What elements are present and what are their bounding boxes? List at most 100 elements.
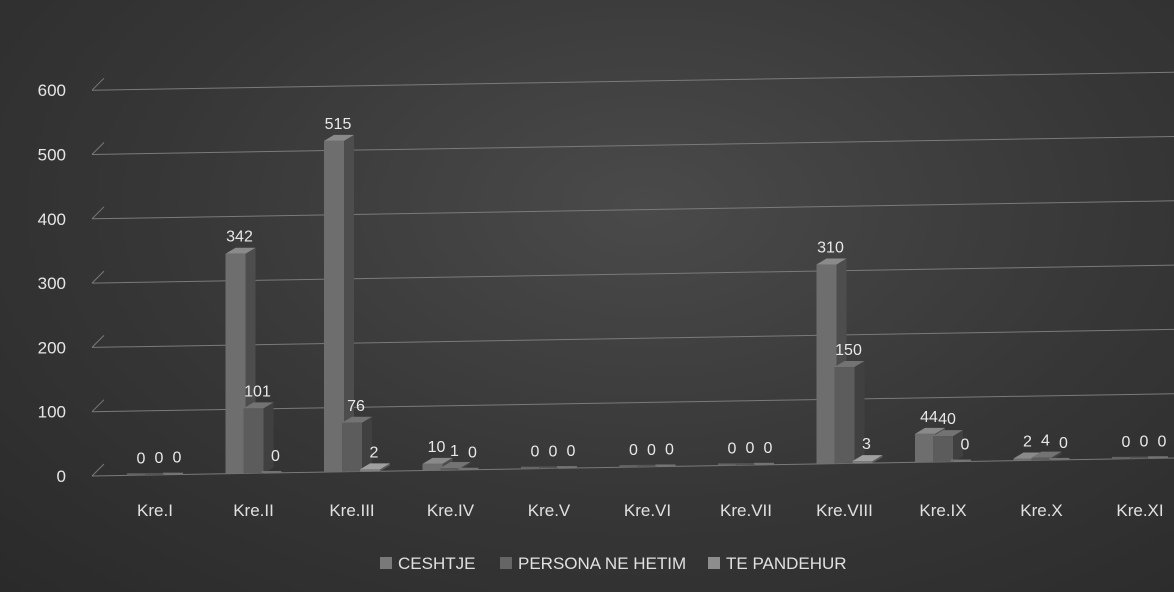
data-label: 0 [746,440,755,457]
data-label: 76 [347,398,365,415]
data-label: 310 [817,239,844,256]
y-tick-label: 0 [57,467,66,486]
bar [324,134,354,472]
data-label: 515 [325,116,352,133]
y-tick-label: 300 [38,274,66,293]
bar [458,467,479,470]
x-tick-label: Kre.X [1020,501,1063,520]
wall-edge [91,463,105,477]
data-label: 0 [155,450,164,467]
bar [718,463,738,466]
x-tick-label: Kre.VIII [816,501,873,520]
data-label: 0 [665,441,674,458]
x-axis: Kre.I Kre.II Kre.III Kre.IV Kre.V Kre.VI Kre.V… [137,501,1164,520]
y-tick-label: 200 [38,338,66,357]
bar [557,466,577,469]
bar [1112,456,1132,459]
bar [145,472,165,475]
legend: CESHTJE PERSONA NE HETIM TE PANDEHUR [380,554,847,573]
data-label: 0 [1140,434,1149,451]
bar [539,466,559,469]
data-label: 40 [938,411,956,428]
legend-swatch [380,557,392,569]
wall-edge [91,335,105,348]
x-tick-label: Kre.II [233,501,274,520]
data-label: 4 [1041,433,1050,450]
bar [754,462,774,465]
legend-item: PERSONA NE HETIM [500,554,686,573]
data-label: 342 [226,229,253,246]
data-label: 101 [244,383,271,400]
data-label: 0 [1158,433,1167,450]
data-label: 0 [531,444,540,461]
data-label: 1 [450,443,459,460]
data-label: 150 [835,342,862,359]
gridline [91,71,1174,91]
data-label: 0 [629,442,638,459]
gridline [91,328,1174,348]
x-tick-label: Kre.VII [720,501,772,520]
wall-edge [91,206,105,220]
bar [619,465,640,468]
wall-edge [91,142,105,155]
wall-edge [91,270,105,284]
bar [655,464,676,467]
bar [1049,457,1070,460]
x-tick-label: Kre.III [329,501,374,520]
data-label: 0 [468,445,477,462]
y-tick-label: 400 [38,210,66,229]
bar [521,466,541,469]
data-label: 2 [1023,434,1032,451]
y-tick-label: 500 [38,146,66,165]
legend-swatch [500,557,512,569]
gridline [91,264,1174,284]
bar [736,463,756,466]
data-label: 44 [920,409,938,426]
bar [163,472,183,475]
data-label: 3 [862,436,871,453]
legend-item: CESHTJE [380,554,475,573]
data-label: 0 [961,437,970,454]
y-tick-label: 600 [38,81,66,100]
bar [243,402,274,474]
x-tick-label: Kre.I [137,501,173,520]
bar [637,464,658,467]
x-tick-label: Kre.IX [919,501,966,520]
data-label: 2 [370,444,379,461]
bar [951,459,971,462]
legend-label: PERSONA NE HETIM [518,554,686,573]
bar [360,463,390,472]
y-tick-label: 100 [38,403,66,422]
bar [1130,456,1150,459]
data-label: 0 [728,440,737,457]
bars [127,134,1168,476]
data-label: 0 [764,440,773,457]
data-label: 0 [1122,434,1131,451]
data-label: 10 [428,439,446,456]
bar [834,361,865,464]
wall-edge [91,399,105,413]
y-axis: 0 100 200 300 400 500 600 [38,81,66,486]
bar [852,455,883,464]
gridline [91,136,1174,155]
bar [1148,456,1168,459]
x-tick-label: Kre.XI [1116,501,1163,520]
x-tick-label: Kre.V [528,501,571,520]
x-tick-label: Kre.VI [624,501,671,520]
legend-label: TE PANDEHUR [726,554,847,573]
wall-edge [91,77,105,91]
data-label: 0 [173,450,182,467]
bar [127,473,147,476]
legend-swatch [708,557,720,569]
bar [933,430,963,462]
data-label: 0 [549,443,558,460]
legend-label: CESHTJE [398,554,475,573]
bar [342,416,372,472]
gridline [91,200,1174,220]
legend-item: TE PANDEHUR [708,554,847,573]
data-label: 0 [567,443,576,460]
data-label: 0 [1059,435,1068,452]
